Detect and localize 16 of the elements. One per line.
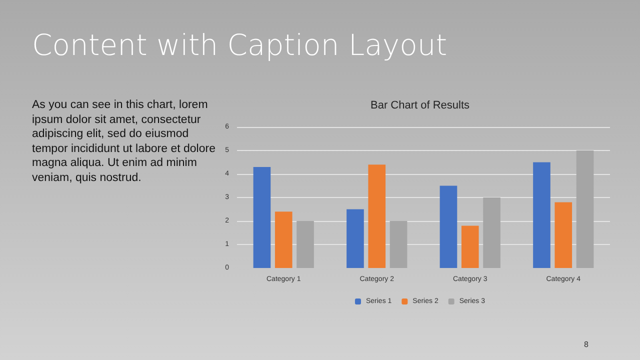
bar bbox=[440, 186, 458, 268]
bar bbox=[533, 162, 550, 268]
chart-subtitle: Bar Chart of Results bbox=[370, 100, 470, 112]
bar bbox=[554, 202, 572, 268]
chart-title: Content with Caption Layout bbox=[32, 28, 448, 62]
bar bbox=[390, 221, 408, 268]
bar bbox=[274, 212, 292, 268]
bar bbox=[346, 209, 364, 268]
bar bbox=[296, 221, 314, 268]
bar bbox=[461, 226, 479, 268]
bar bbox=[483, 198, 500, 268]
bar bbox=[576, 150, 594, 268]
bar bbox=[253, 166, 271, 268]
bar bbox=[368, 164, 386, 268]
text: As you can see in this chart, lorem ipsum dolor sit amet, consectetur adipiscing elit, sed do eiusmod tempor incididunt ut labore et dolore magna aliqua. Ut enim ad minim veniam, quis nostrud. bbox=[32, 98, 216, 186]
text: 8 bbox=[584, 340, 588, 349]
